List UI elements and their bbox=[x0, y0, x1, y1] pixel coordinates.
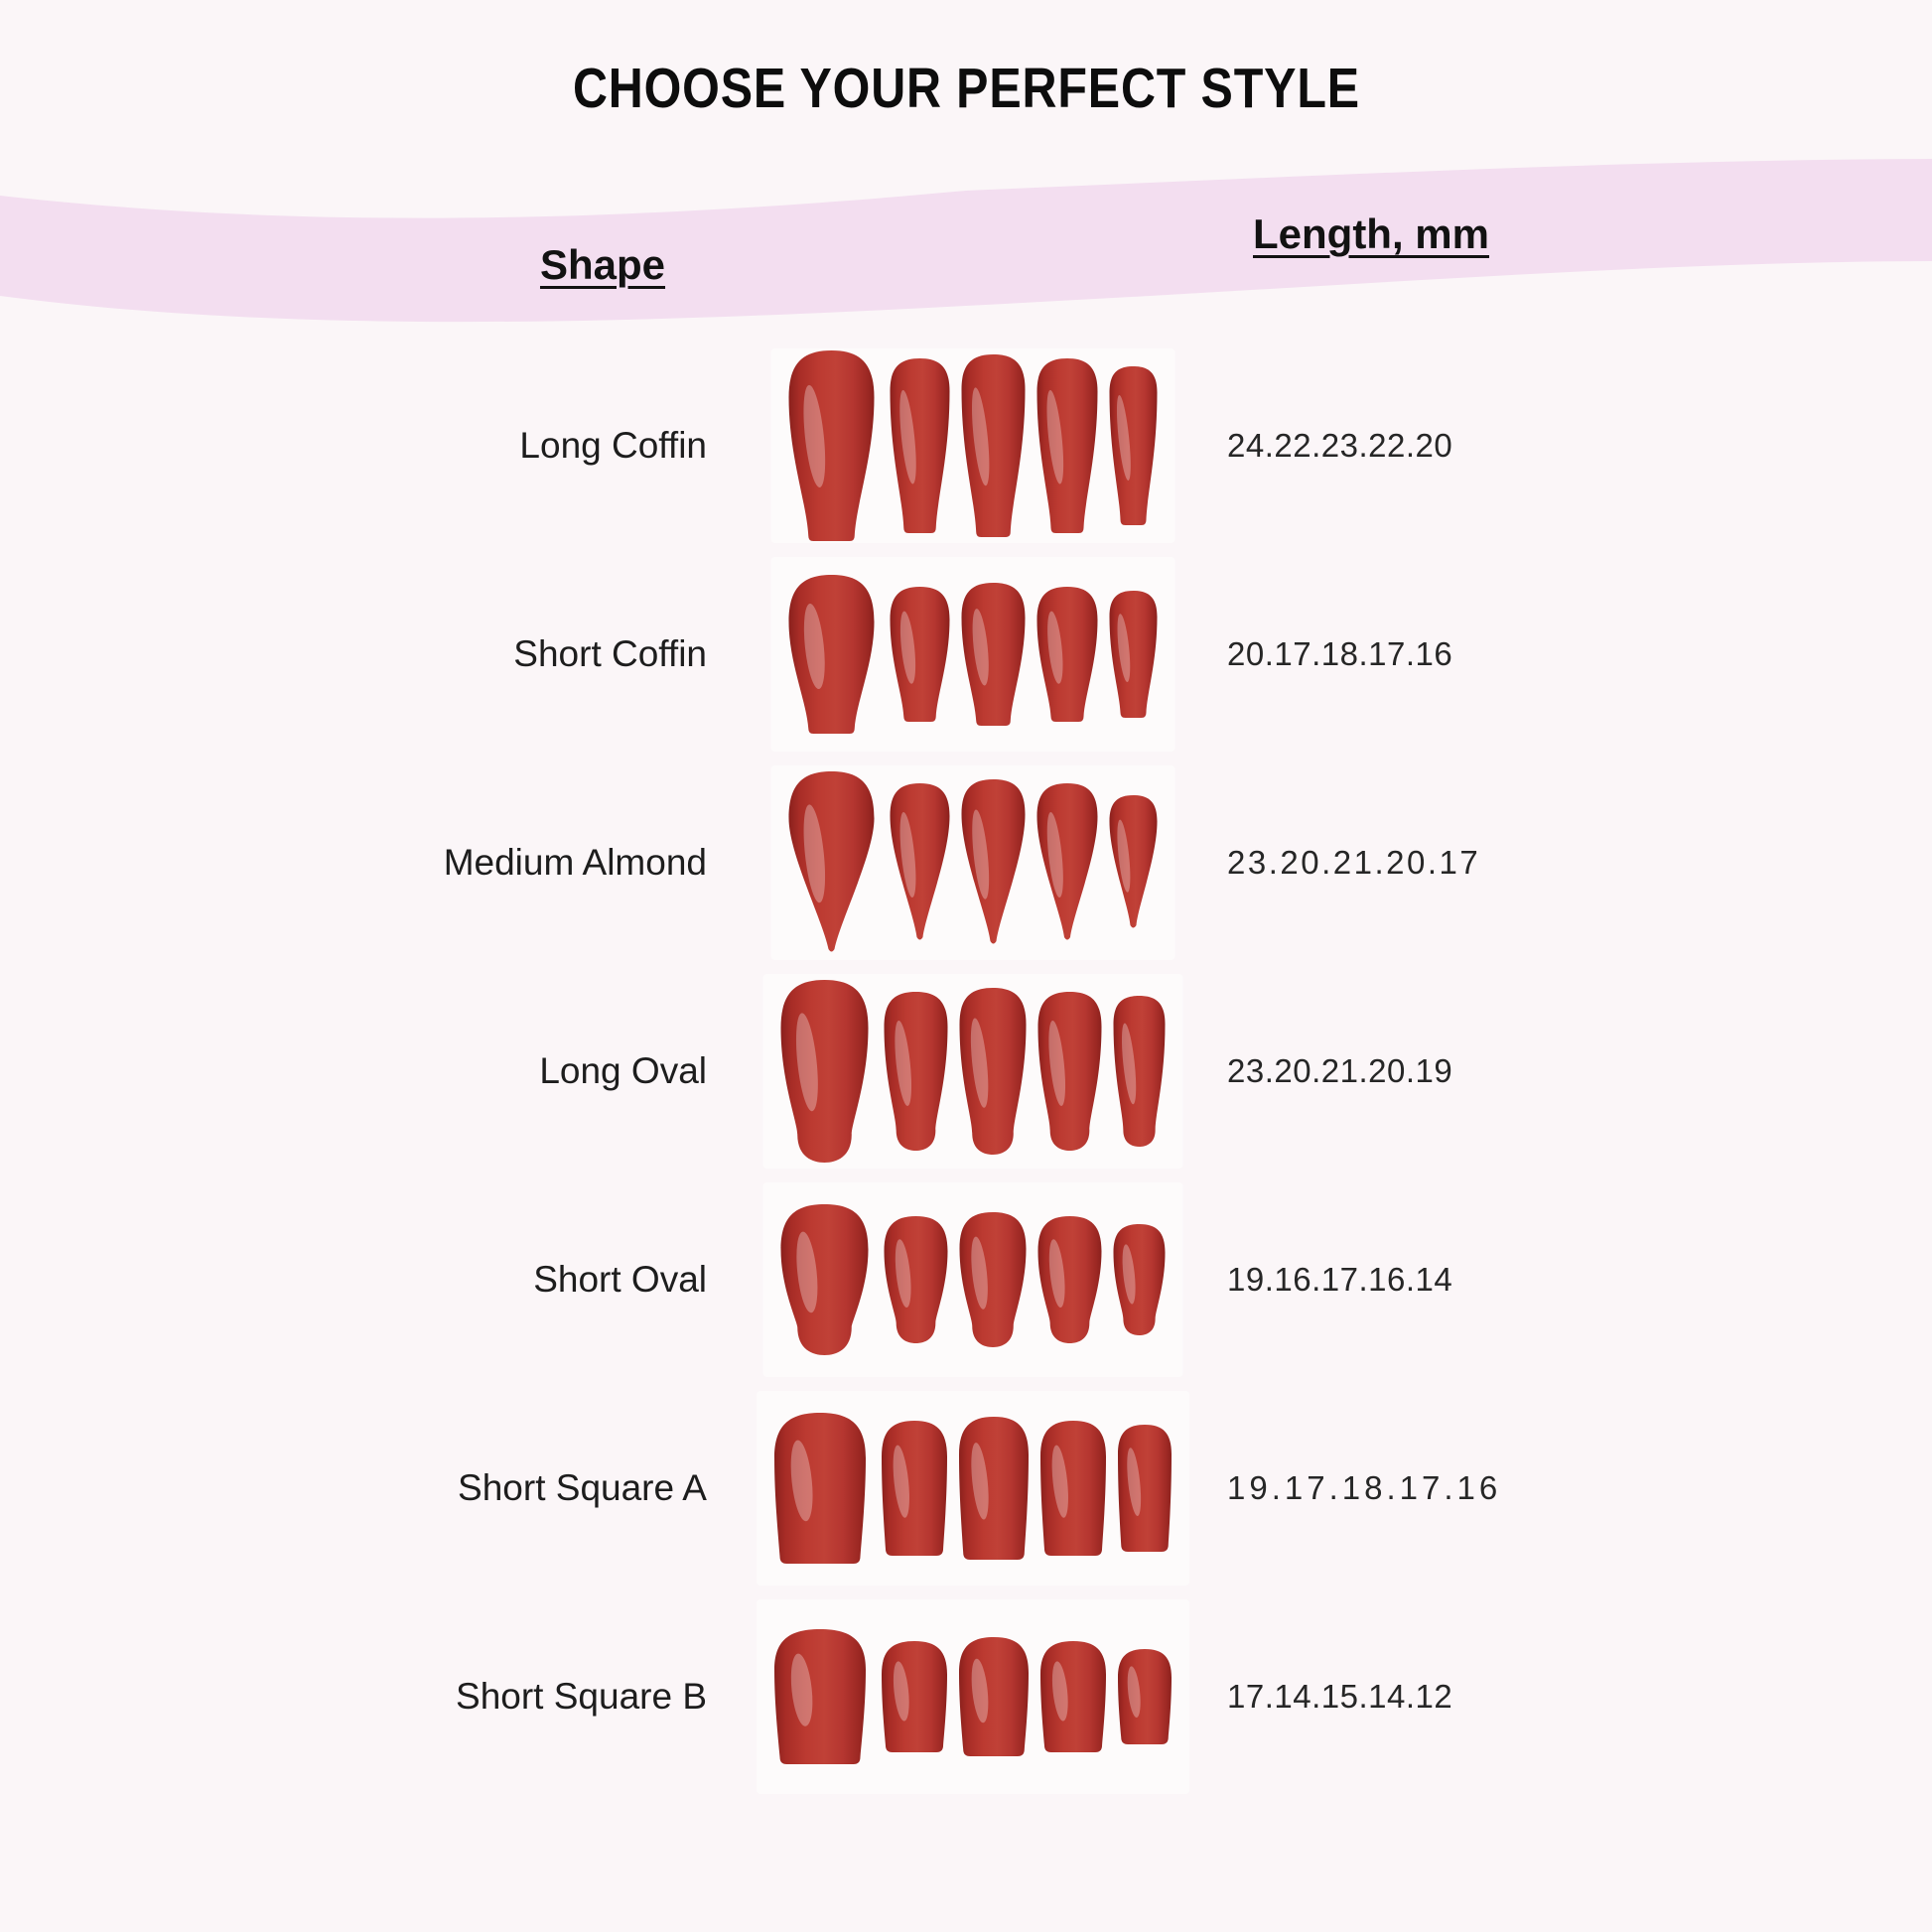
shape-label: Long Coffin bbox=[519, 425, 707, 466]
nail-image-short-square-b bbox=[735, 1597, 1211, 1796]
table-row: Long Oval 23.20.21.20.19 bbox=[0, 967, 1932, 1175]
column-header-length: Length, mm bbox=[1253, 210, 1489, 257]
length-values: 23.20.21.20.17 bbox=[1227, 844, 1481, 881]
shape-label: Short Square A bbox=[458, 1467, 707, 1508]
wave-band bbox=[0, 159, 1932, 323]
shape-label: Short Square B bbox=[456, 1676, 707, 1717]
table-row: Short Square B 17.14.15.14.12 bbox=[0, 1592, 1932, 1801]
shape-label: Long Oval bbox=[539, 1050, 707, 1091]
shape-label: Short Oval bbox=[533, 1259, 707, 1300]
length-values: 20.17.18.17.16 bbox=[1227, 635, 1453, 672]
table-row: Short Square A 19.17.18.17.16 bbox=[0, 1384, 1932, 1592]
table-row: Medium Almond 23.20.21.20.17 bbox=[0, 759, 1932, 967]
length-values: 23.20.21.20.19 bbox=[1227, 1052, 1453, 1089]
page-title: CHOOSE YOUR PERFECT STYLE bbox=[572, 57, 1360, 120]
table-row: Long Coffin 24.22.23.22.20 bbox=[0, 342, 1932, 550]
style-table: Long Coffin 24.22.23.22.20 Short Coffin … bbox=[0, 342, 1932, 1801]
table-row: Short Oval 19.16.17.16.14 bbox=[0, 1175, 1932, 1384]
nail-image-short-coffin bbox=[735, 555, 1211, 754]
length-values: 17.14.15.14.12 bbox=[1227, 1678, 1453, 1715]
length-values: 24.22.23.22.20 bbox=[1227, 427, 1453, 464]
nail-image-short-square-a bbox=[735, 1389, 1211, 1587]
shape-label: Medium Almond bbox=[443, 842, 707, 883]
table-row: Short Coffin 20.17.18.17.16 bbox=[0, 550, 1932, 759]
nail-image-long-coffin bbox=[735, 346, 1211, 545]
nail-image-medium-almond bbox=[735, 763, 1211, 962]
shape-label: Short Coffin bbox=[513, 633, 707, 674]
length-values: 19.17.18.17.16 bbox=[1227, 1469, 1502, 1506]
length-values: 19.16.17.16.14 bbox=[1227, 1261, 1453, 1298]
nail-image-long-oval bbox=[735, 972, 1211, 1171]
column-header-shape: Shape bbox=[539, 241, 666, 288]
nail-image-short-oval bbox=[735, 1180, 1211, 1379]
